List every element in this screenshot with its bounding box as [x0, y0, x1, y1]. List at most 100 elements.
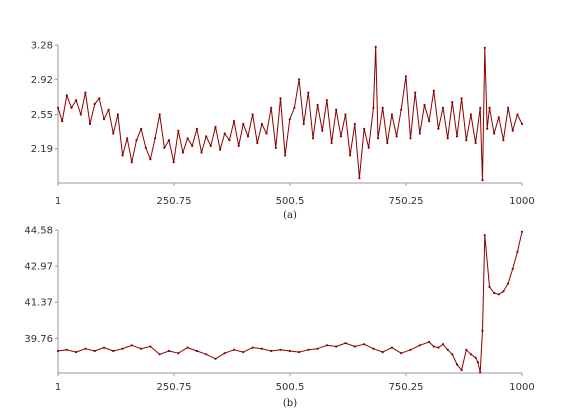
data-point [497, 116, 500, 119]
data-point [455, 135, 459, 138]
data-point [386, 141, 389, 145]
y-tick-label: 44.58 [24, 226, 53, 237]
data-point [223, 352, 226, 355]
data-point [130, 344, 133, 347]
data-point [200, 151, 203, 154]
data-point [75, 351, 78, 354]
data-point [219, 148, 222, 151]
data-point [130, 161, 133, 164]
data-point [488, 106, 491, 109]
x-tick-label: 1000 [509, 196, 534, 207]
data-point [404, 75, 407, 78]
data-point [516, 250, 519, 254]
data-point [158, 113, 161, 116]
data-point [274, 146, 277, 149]
data-point [428, 340, 431, 344]
data-point [432, 345, 435, 348]
x-tick-label: 1 [55, 196, 61, 207]
data-point [441, 343, 445, 346]
data-point [311, 137, 315, 140]
y-tick-label: 41.37 [24, 298, 53, 309]
data-point [177, 129, 180, 132]
data-point [460, 97, 463, 100]
chart-panel-0: 1 250.75 500.5 750.25 1000 2.19 2.55 2.92 3.28 (a… [31, 41, 535, 222]
data-point [507, 282, 510, 285]
data-point [93, 349, 96, 353]
chart-panel-1: 1 250.75 500.5 750.25 1000 39.76 41.37 42.97 44.… [24, 226, 534, 410]
data-point [325, 344, 328, 347]
data-point [511, 129, 514, 132]
data-point [209, 144, 212, 147]
data-point [75, 99, 78, 102]
data-point [409, 137, 412, 140]
data-point [381, 106, 384, 109]
data-point [172, 161, 175, 164]
data-point [214, 125, 217, 128]
data-point [409, 348, 412, 351]
data-point [474, 356, 477, 359]
data-point [507, 106, 510, 109]
y-tick-label: 42.97 [24, 262, 53, 273]
x-tick-label: 500.5 [276, 382, 305, 393]
data-point [149, 345, 152, 348]
data-point [284, 154, 287, 157]
y-tick-label: 3.28 [31, 41, 53, 52]
data-point [321, 129, 324, 132]
data-point [223, 132, 226, 135]
data-point [158, 353, 161, 356]
data-point [353, 345, 356, 348]
x-tick-label: 1 [55, 382, 61, 393]
x-tick-label: 750.25 [389, 196, 424, 207]
data-point [516, 113, 519, 116]
panel-caption: (a) [283, 210, 297, 221]
data-point [437, 127, 440, 130]
data-point [84, 347, 87, 350]
data-point [260, 122, 263, 126]
data-point [65, 348, 68, 351]
data-point [358, 177, 361, 180]
data-point [88, 122, 92, 126]
data-point [497, 293, 500, 296]
data-point [465, 348, 468, 351]
data-point [237, 144, 240, 147]
data-point [214, 357, 217, 360]
data-point [302, 122, 305, 126]
data-point [455, 363, 459, 366]
data-point [154, 137, 157, 140]
data-point [446, 137, 449, 140]
data-point [418, 132, 421, 135]
data-point [418, 344, 421, 347]
data-point [288, 349, 291, 353]
data-point [163, 146, 166, 149]
data-point [367, 146, 370, 149]
data-point [191, 144, 194, 147]
data-point [251, 346, 254, 349]
data-point [70, 106, 73, 109]
data-point [242, 122, 245, 126]
data-point [390, 113, 393, 116]
data-point [98, 97, 101, 100]
data-point [479, 371, 482, 374]
data-point [167, 349, 171, 353]
data-point [126, 137, 129, 140]
data-point [511, 267, 514, 270]
data-point [293, 106, 296, 109]
data-point [339, 135, 342, 138]
data-point [181, 151, 184, 154]
data-point [469, 353, 472, 356]
data-point [441, 106, 445, 109]
data-point [298, 78, 301, 81]
data-point [451, 353, 454, 356]
data-point [135, 139, 138, 142]
y-tick-label: 39.76 [24, 334, 53, 345]
data-point [270, 349, 273, 353]
data-point [121, 347, 124, 350]
data-point [469, 113, 472, 116]
data-point [205, 353, 208, 356]
data-point [335, 345, 338, 348]
data-point [144, 146, 147, 149]
data-point [474, 141, 477, 145]
data-point [228, 139, 231, 142]
